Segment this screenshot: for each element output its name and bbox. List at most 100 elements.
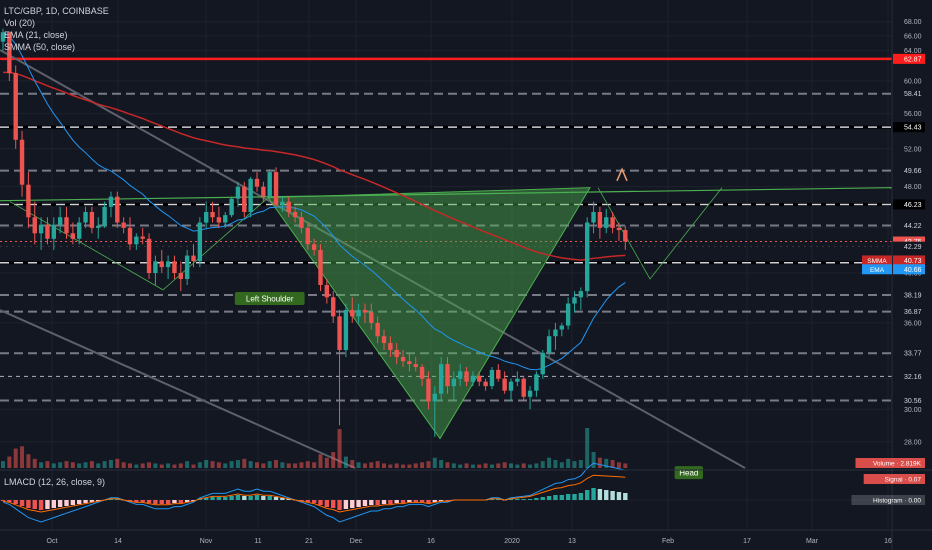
candle-body [515, 378, 520, 382]
level-value-box [893, 395, 925, 406]
candle-body [565, 303, 571, 326]
candle-body [13, 73, 18, 140]
volume-bar [299, 462, 304, 468]
volume-bars [1, 428, 628, 468]
macd-histogram-bar [413, 500, 418, 502]
time-tick-label: 16 [427, 538, 435, 545]
macd-histogram-bar [559, 495, 564, 500]
volume-bar [610, 460, 615, 468]
horizontal-levels [0, 57, 892, 402]
candle-body [623, 230, 628, 242]
volume-bar [559, 462, 564, 468]
volume-bar [7, 456, 12, 468]
macd-histogram-bar [616, 492, 622, 500]
candle-body [216, 217, 222, 223]
macd-histogram-bar [305, 500, 310, 502]
volume-bar [51, 463, 56, 468]
volume-bar [216, 462, 221, 468]
volume-bar [89, 461, 94, 468]
volume-bar [534, 463, 539, 468]
candle-body [38, 224, 44, 234]
volume-bar [566, 458, 571, 468]
macd-histogram-bar [32, 500, 37, 509]
volume-bar [401, 464, 406, 468]
pattern-label-box [234, 292, 305, 306]
volume-bar [13, 448, 18, 468]
pattern-label: Head [679, 469, 698, 478]
macd-histogram-bar [553, 495, 558, 500]
candle-body [311, 244, 317, 250]
ema-legend[interactable]: EMA (21, close) [4, 30, 68, 40]
candle-body [102, 206, 107, 226]
candle-body [337, 316, 342, 350]
volume-bar [547, 457, 552, 468]
macd-histogram-bar [45, 500, 50, 509]
level-value-box [893, 220, 925, 231]
volume-bar [204, 460, 209, 468]
candle-body [451, 378, 457, 387]
macd-histogram-bar [337, 500, 342, 510]
candle-body [210, 212, 215, 218]
time-tick-label: 14 [114, 538, 122, 545]
time-tick-label: Dec [350, 538, 363, 545]
candle-body [534, 374, 539, 391]
level-value-label: 42.29 [904, 244, 922, 251]
candle-body [267, 172, 272, 197]
breakout-arrow-icon [616, 167, 628, 182]
volume-bar [45, 461, 50, 468]
candle-body [280, 201, 285, 205]
indicator-name-box [862, 255, 892, 266]
candle-body [184, 255, 190, 279]
volume-bar [578, 460, 583, 468]
macd-histogram-bar [610, 491, 615, 500]
volume-bar [585, 428, 590, 468]
candle-body [64, 217, 69, 234]
indicator-value-label: 40.73 [904, 258, 922, 265]
volume-bar [274, 460, 279, 468]
volume-bar [324, 457, 329, 468]
candle-body [331, 297, 336, 317]
level-value-label: 49.66 [904, 168, 922, 175]
volume-bar [420, 462, 425, 468]
volume-bar [39, 462, 44, 468]
macd-histogram-bar [261, 496, 266, 500]
volume-bar [356, 462, 361, 468]
level-value-label: 58.41 [904, 91, 922, 98]
macd-histogram-bar [299, 500, 304, 501]
candle-body [121, 222, 126, 228]
macd-histogram-bar [324, 500, 330, 507]
candle-body [521, 378, 526, 397]
price-tick-label: 36.00 [904, 320, 922, 327]
time-tick-label: 11 [254, 538, 261, 545]
level-value-label: 38.19 [904, 292, 922, 299]
volume-legend[interactable]: Vol (20) [4, 18, 36, 28]
candle-body [604, 217, 609, 228]
macd-histogram-bar [64, 500, 69, 506]
candle-body [464, 371, 469, 382]
macd-histogram-bar [134, 500, 139, 502]
volume-bar [248, 461, 253, 468]
macd-legend[interactable]: LMACD (12, 26, close, 9) [4, 477, 106, 487]
macd-histogram-bar [604, 490, 609, 500]
symbol-label[interactable]: LTC/GBP, 1D, COINBASE [4, 6, 109, 16]
candle-body [375, 322, 380, 337]
volume-bar [426, 461, 431, 468]
level-value-label: 46.23 [904, 202, 922, 209]
volume-bar [242, 458, 247, 468]
macd-histogram-bar [57, 500, 63, 507]
macd-histogram-bar [286, 499, 291, 500]
candle-body [413, 364, 418, 367]
candle-body [19, 139, 25, 185]
pane-value-label: Signal · 0.07 [885, 477, 922, 484]
price-tick-label: 64.00 [904, 48, 922, 55]
macd-histogram-bar [388, 500, 393, 504]
left-shoulder-path [9, 197, 269, 291]
candle-body [127, 227, 133, 245]
volume-bar [58, 462, 63, 468]
candle-body [140, 236, 145, 239]
smma-legend[interactable]: SMMA (50, close) [4, 42, 76, 52]
volume-bar [26, 454, 31, 468]
candle-body [432, 393, 437, 402]
trendlines [0, 49, 893, 469]
